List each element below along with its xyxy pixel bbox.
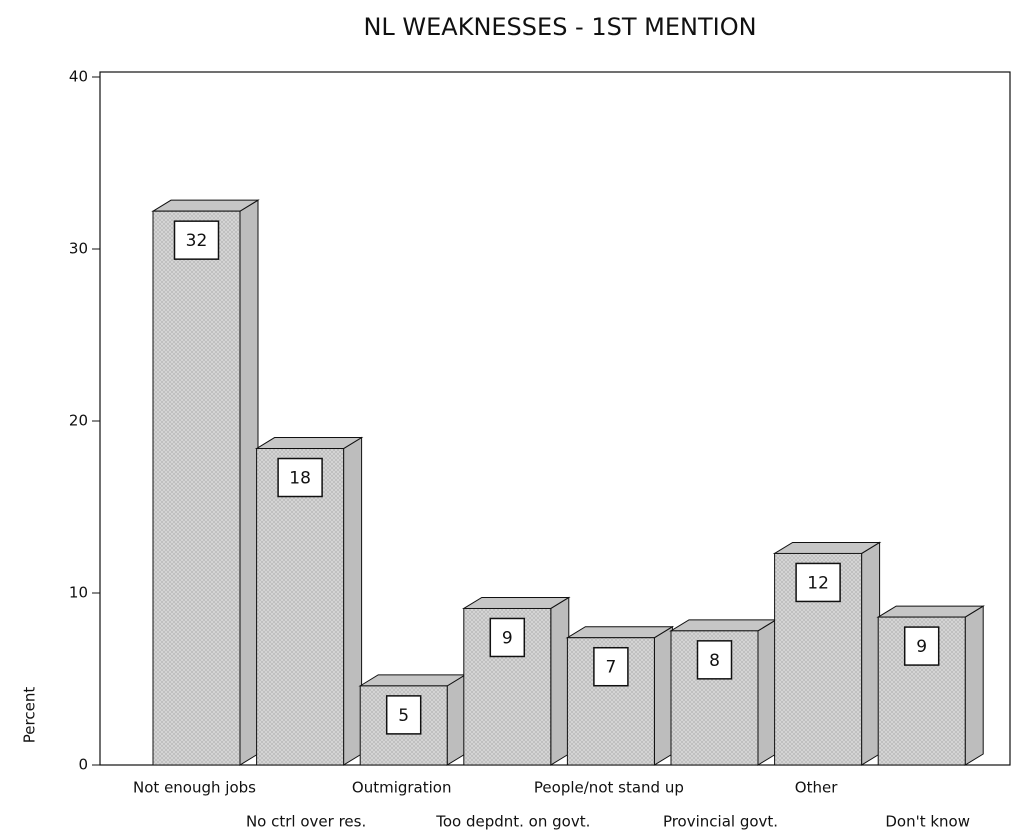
chart-title: NL WEAKNESSES - 1ST MENTION — [363, 13, 756, 41]
bar: 18 — [254, 436, 364, 766]
value-label-box — [903, 626, 940, 666]
bar-top — [358, 674, 467, 687]
x-tick-label: People/not stand up — [534, 779, 684, 797]
bar: 5 — [358, 673, 467, 766]
bar-side — [964, 605, 984, 766]
x-tick-label: Don't know — [885, 813, 970, 831]
y-tick-label: 40 — [69, 68, 88, 86]
value-label: 7 — [605, 658, 616, 678]
y-tick-label: 0 — [78, 756, 88, 774]
bar-front — [152, 210, 241, 766]
y-tick-label: 20 — [69, 412, 88, 430]
plot-frame — [99, 71, 1011, 766]
value-label-box — [696, 640, 733, 680]
bar: 32 — [151, 199, 260, 766]
value-label: 8 — [709, 651, 720, 671]
bar-side — [653, 625, 673, 766]
value-label-box — [489, 617, 526, 658]
value-label-box — [173, 220, 220, 260]
value-label: 9 — [502, 628, 513, 648]
bar-side — [239, 199, 259, 766]
value-label-box — [277, 457, 323, 498]
bar-side — [550, 596, 570, 766]
value-label-box — [593, 646, 629, 687]
bar: 9 — [462, 596, 571, 766]
x-tick-label: Provincial govt. — [663, 813, 778, 831]
bar-side — [446, 673, 466, 766]
bar: 12 — [772, 541, 882, 766]
value-label-box — [795, 562, 841, 603]
bar-side — [343, 436, 363, 766]
bar: 8 — [669, 618, 778, 766]
value-label: 9 — [916, 637, 927, 657]
bar-top — [669, 619, 778, 632]
value-label: 12 — [807, 573, 829, 593]
bar-front — [256, 448, 345, 766]
y-axis-label: Percent — [21, 687, 39, 744]
value-label: 5 — [398, 706, 409, 726]
x-tick-label: Other — [795, 779, 838, 797]
y-tick-label: 10 — [69, 584, 88, 602]
value-label: 32 — [186, 231, 208, 251]
bar-top — [151, 199, 260, 212]
x-tick-label: No ctrl over res. — [246, 813, 366, 831]
bar-side — [861, 541, 881, 766]
value-label-box — [385, 695, 422, 735]
bar-top — [254, 437, 364, 450]
bar-top — [772, 541, 882, 554]
bar-top — [876, 605, 985, 618]
x-tick-label: Too depdnt. on govt. — [435, 813, 590, 831]
bar-top — [462, 596, 571, 609]
bar-top — [565, 626, 675, 639]
bar-side — [757, 618, 777, 766]
x-tick-label: Not enough jobs — [133, 779, 256, 797]
bar: 7 — [565, 625, 675, 766]
value-label: 18 — [289, 469, 311, 489]
y-tick-label: 30 — [69, 240, 88, 258]
x-tick-label: Outmigration — [352, 779, 452, 797]
bar: 9 — [876, 605, 985, 766]
